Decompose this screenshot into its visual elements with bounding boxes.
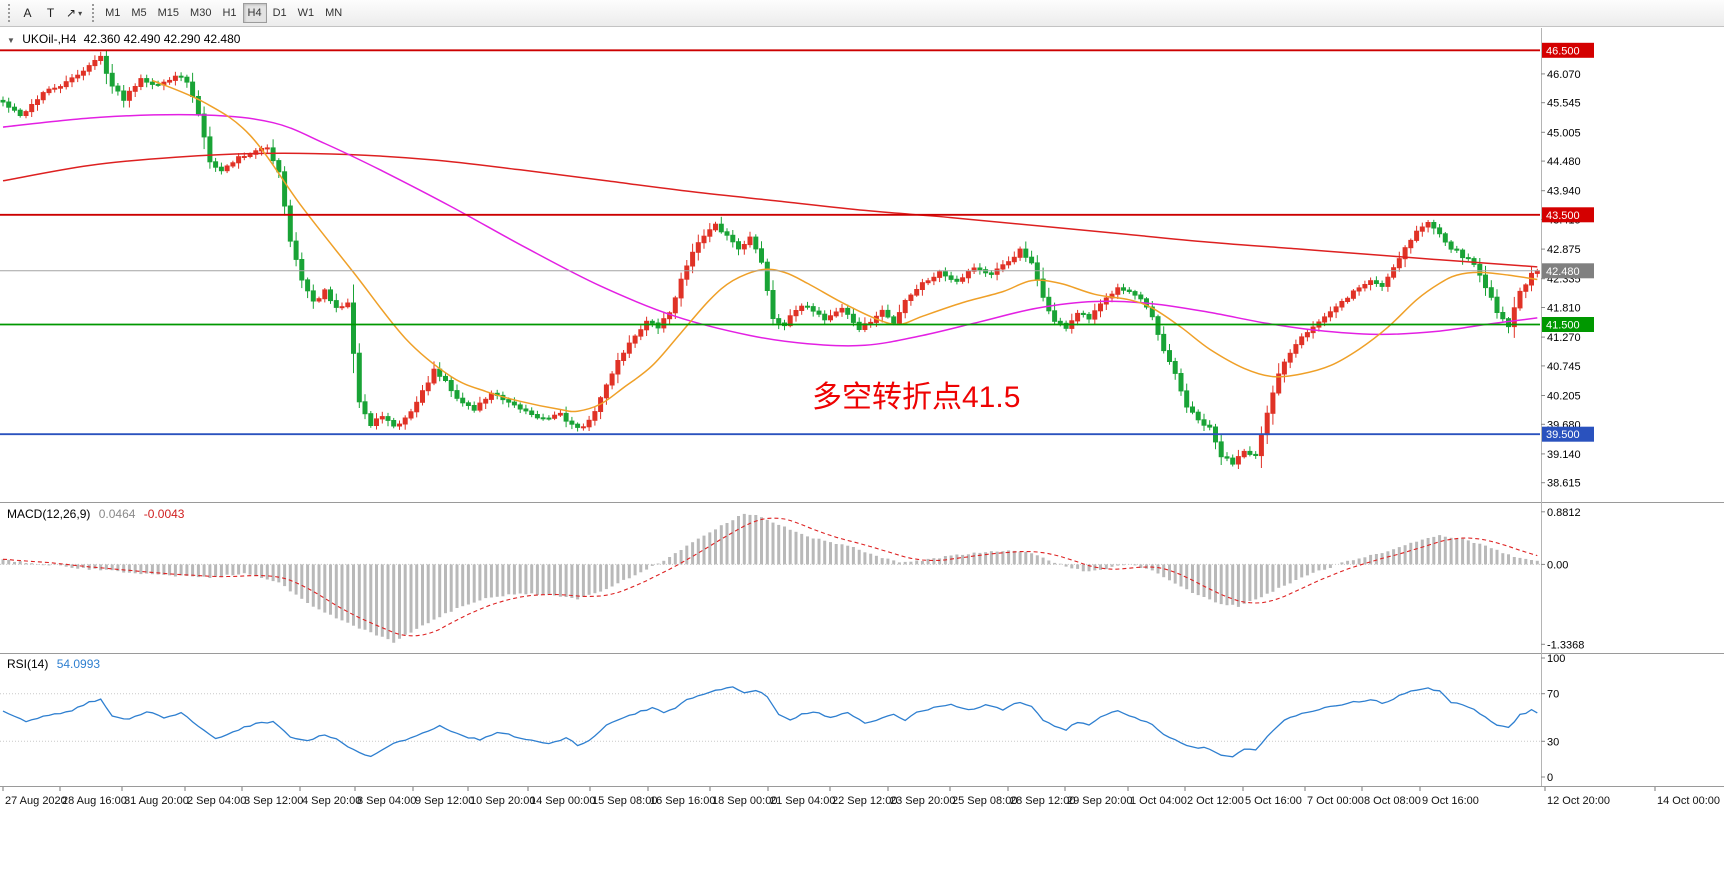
time-axis-label: 21 Sep 04:00 — [770, 795, 835, 807]
price-tick-label: 38.615 — [1547, 478, 1581, 490]
price-badge-bg — [1542, 317, 1594, 332]
time-axis-label: 15 Sep 08:00 — [592, 795, 657, 807]
rsi-tick-label: 30 — [1547, 736, 1559, 748]
time-axis-label: 14 Sep 00:00 — [530, 795, 595, 807]
price-badge: 42.480 — [1546, 266, 1580, 278]
price-badge-bg — [1542, 207, 1594, 223]
arrows-tool-button[interactable]: ↗ ▾ — [62, 3, 86, 24]
rsi-tick-label: 100 — [1547, 653, 1565, 665]
period-d1[interactable]: D1 — [268, 3, 292, 23]
rsi-line — [2, 686, 1538, 758]
time-axis-label: 9 Oct 16:00 — [1422, 795, 1479, 807]
time-axis-label: 14 Oct 00:00 — [1657, 795, 1720, 807]
time-axis-label: 28 Aug 16:00 — [62, 795, 127, 807]
price-tick-label: 45.005 — [1547, 127, 1581, 139]
timeframe-group: M1 M5 M15 M30 H1 H4 D1 W1 MN — [100, 3, 347, 23]
time-axis-label: 18 Sep 00:00 — [712, 795, 777, 807]
time-axis-label: 5 Oct 16:00 — [1245, 795, 1302, 807]
rsi-tick-label: 70 — [1547, 689, 1559, 701]
price-tick-label: 46.070 — [1547, 69, 1581, 81]
time-axis-label: 9 Sep 12:00 — [415, 795, 474, 807]
time-axis-label: 8 Sep 04:00 — [357, 795, 416, 807]
period-h1[interactable]: H1 — [217, 3, 241, 23]
time-axis-label: 31 Aug 20:00 — [124, 795, 189, 807]
time-axis-label: 27 Aug 2020 — [5, 795, 67, 807]
time-axis-label: 7 Oct 00:00 — [1307, 795, 1364, 807]
macd-tick-label: -1.3368 — [1547, 639, 1584, 651]
time-axis-label: 2 Oct 12:00 — [1187, 795, 1244, 807]
text-label-tool-button[interactable]: T — [39, 3, 62, 24]
time-axis-label: 23 Sep 20:00 — [890, 795, 955, 807]
price-tick-label: 39.140 — [1547, 449, 1581, 461]
macd-tick-label: 0.00 — [1547, 559, 1568, 571]
time-axis-label: 8 Oct 08:00 — [1364, 795, 1421, 807]
macd-signal-line — [2, 517, 1538, 637]
time-axis-label: 1 Oct 04:00 — [1130, 795, 1187, 807]
period-m15[interactable]: M15 — [153, 3, 184, 23]
price-badge-bg — [1542, 426, 1594, 442]
macd-tick-label: 0.8812 — [1547, 507, 1581, 519]
text-annotation[interactable]: 多空转折点41.5 — [812, 381, 1021, 414]
toolbar-grip-1[interactable] — [8, 4, 10, 22]
period-m30[interactable]: M30 — [185, 3, 216, 23]
indicator-axes: 0.8812 0.00 -1.3368 100 70 30 0 — [1541, 507, 1584, 784]
time-axis-label: 2 Sep 04:00 — [187, 795, 246, 807]
time-axis-label: 3 Sep 12:00 — [244, 795, 303, 807]
price-tick-label: 45.545 — [1547, 98, 1581, 110]
ma-mid-magenta — [2, 113, 1538, 347]
period-m5[interactable]: M5 — [126, 3, 151, 23]
price-tick-label: 40.745 — [1547, 361, 1581, 373]
candles — [0, 49, 1540, 469]
macd-histogram — [1, 513, 1539, 643]
text-tool-button[interactable]: A — [16, 3, 39, 24]
toolbar-grip-2[interactable] — [92, 4, 95, 22]
price-badge: 43.500 — [1546, 210, 1580, 222]
time-axis-label: 28 Sep 12:00 — [1010, 795, 1075, 807]
toolbar: A T ↗ ▾ M1 M5 M15 M30 H1 H4 D1 W1 MN — [0, 0, 1724, 27]
price-axis: 46.07045.54545.00544.48043.94043.41542.8… — [1541, 42, 1594, 490]
price-badge: 41.500 — [1546, 320, 1580, 332]
price-badge-bg — [1542, 42, 1594, 58]
price-badge: 46.500 — [1546, 45, 1580, 57]
price-tick-label: 44.480 — [1547, 156, 1581, 168]
price-tick-label: 42.875 — [1547, 244, 1581, 256]
price-badge: 39.500 — [1546, 429, 1580, 441]
rsi-tick-label: 0 — [1547, 772, 1553, 784]
ma-slow-red — [2, 152, 1538, 268]
arrow-icon: ↗ — [66, 6, 77, 20]
time-axis-label: 16 Sep 16:00 — [650, 795, 715, 807]
chevron-down-icon: ▾ — [78, 8, 83, 18]
period-m1[interactable]: M1 — [100, 3, 125, 23]
time-axis-label: 22 Sep 12:00 — [832, 795, 897, 807]
time-axis-label: 29 Sep 20:00 — [1067, 795, 1132, 807]
price-badge-bg — [1542, 263, 1594, 279]
price-tick-label: 40.205 — [1547, 391, 1581, 403]
period-mn[interactable]: MN — [320, 3, 347, 23]
time-axis-label: 25 Sep 08:00 — [952, 795, 1017, 807]
price-tick-label: 43.940 — [1547, 186, 1581, 198]
price-tick-label: 41.270 — [1547, 332, 1581, 344]
time-axis-label: 4 Sep 20:00 — [302, 795, 361, 807]
time-axis-label: 10 Sep 20:00 — [470, 795, 535, 807]
collapse-icon[interactable]: ▼ — [7, 36, 15, 45]
time-axis-label: 12 Oct 20:00 — [1547, 795, 1610, 807]
period-w1[interactable]: W1 — [293, 3, 320, 23]
period-h4[interactable]: H4 — [242, 3, 267, 23]
price-tick-label: 41.810 — [1547, 303, 1581, 315]
